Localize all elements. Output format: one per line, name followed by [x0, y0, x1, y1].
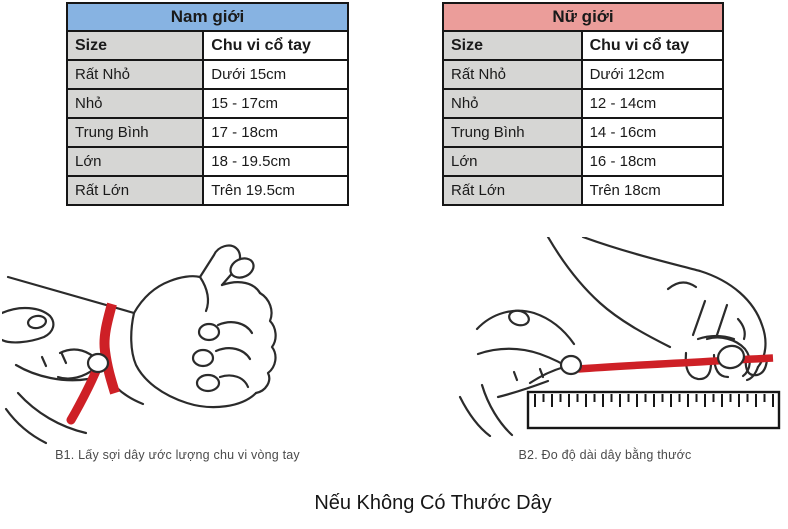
men-table-title: Nam giới [66, 2, 349, 32]
range-cell: 18 - 19.5cm [202, 146, 349, 177]
table-row: Rất Lớn Trên 19.5cm [65, 175, 349, 206]
pinch-nail [86, 352, 110, 374]
table-row: Trung Bình 17 - 18cm [65, 117, 349, 148]
table-row: Rất Nhỏ Dưới 15cm [65, 59, 349, 90]
table-row: Rất Nhỏ Dưới 12cm [442, 59, 725, 90]
size-cell: Nhỏ [65, 88, 205, 119]
women-table-title: Nữ giới [442, 2, 724, 32]
finger-nails [26, 257, 255, 393]
size-cell: Trung Bình [65, 117, 205, 148]
range-cell: 12 - 14cm [580, 88, 725, 119]
size-table-women: Nữ giới Size Chu vi cổ tay Rất Nhỏ Dưới … [442, 2, 725, 206]
women-col-header-size: Size [442, 30, 583, 61]
women-col-header-circumference: Chu vi cổ tay [580, 30, 725, 61]
size-cell: Nhỏ [442, 88, 583, 119]
ruler-measure-illustration [458, 237, 781, 437]
table-row: Nhỏ 12 - 14cm [442, 88, 725, 119]
range-cell: Trên 19.5cm [202, 175, 349, 206]
table-row: Rất Lớn Trên 18cm [442, 175, 725, 206]
size-cell: Lớn [442, 146, 583, 177]
table-row: Lớn 18 - 19.5cm [65, 146, 349, 177]
range-cell: Trên 18cm [580, 175, 725, 206]
red-string [577, 354, 774, 373]
caption-step-b1: B1. Lấy sợi dây ước lượng chu vi vòng ta… [55, 448, 300, 462]
hand-line-art [2, 244, 277, 445]
size-cell: Rất Lớn [442, 175, 583, 206]
size-cell: Lớn [65, 146, 205, 177]
range-cell: 15 - 17cm [202, 88, 349, 119]
table-row: Nhỏ 15 - 17cm [65, 88, 349, 119]
range-cell: 16 - 18cm [580, 146, 725, 177]
finger-nails [508, 309, 746, 376]
size-cell: Rất Nhỏ [65, 59, 205, 90]
size-cell: Trung Bình [442, 117, 583, 148]
size-cell: Rất Nhỏ [442, 59, 583, 90]
range-cell: 14 - 16cm [580, 117, 725, 148]
hand-line-art [458, 237, 769, 437]
table-row: Lớn 16 - 18cm [442, 146, 725, 177]
range-cell: Dưới 15cm [202, 59, 349, 90]
ruler [526, 390, 781, 430]
men-col-header-circumference: Chu vi cổ tay [202, 30, 349, 61]
table-row: Trung Bình 14 - 16cm [442, 117, 725, 148]
wrist-string-illustration [2, 244, 277, 445]
range-cell: 17 - 18cm [202, 117, 349, 148]
size-cell: Rất Lớn [65, 175, 205, 206]
range-cell: Dưới 12cm [580, 59, 725, 90]
page-title: Nếu Không Có Thước Dây [314, 492, 552, 514]
men-col-header-size: Size [65, 30, 205, 61]
caption-step-b2: B2. Đo độ dài dây bằng thước [518, 448, 692, 462]
size-table-men: Nam giới Size Chu vi cổ tay Rất Nhỏ Dưới… [65, 2, 349, 206]
